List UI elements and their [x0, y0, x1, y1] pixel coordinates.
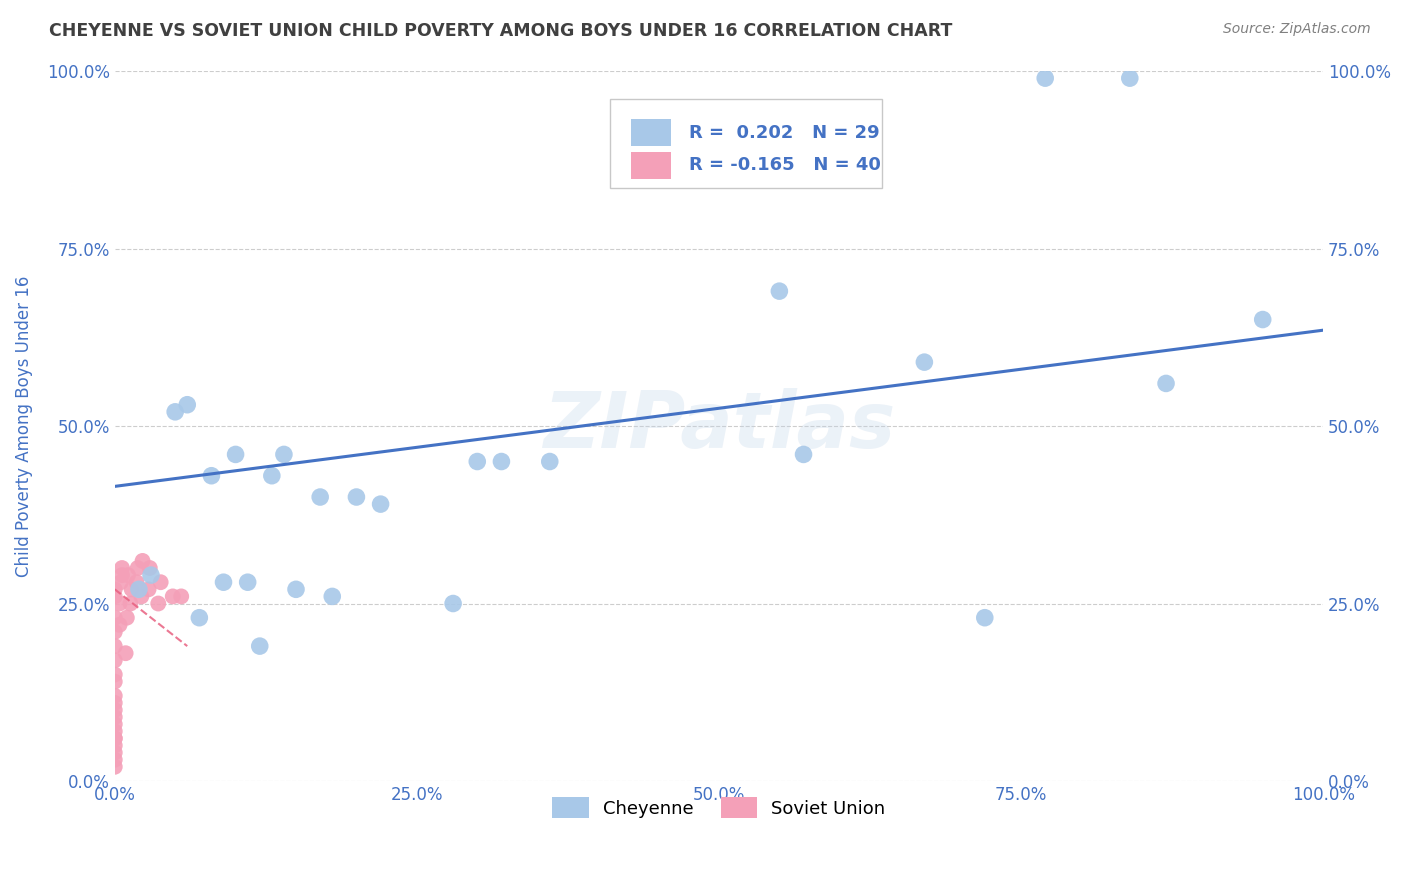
Point [200, 468, 222, 483]
Point [285, 582, 308, 597]
Point [120, 597, 142, 611]
Point [225, 447, 247, 461]
Point [104, 653, 127, 667]
Point [260, 468, 283, 483]
Point [346, 490, 368, 504]
Point [321, 590, 343, 604]
Point [138, 582, 160, 597]
Point [148, 597, 170, 611]
Point [491, 454, 513, 468]
Point [236, 575, 259, 590]
Point [104, 731, 127, 746]
Point [165, 405, 187, 419]
Point [104, 696, 127, 710]
Point [249, 639, 271, 653]
Point [170, 590, 193, 604]
Point [273, 447, 295, 461]
Text: CHEYENNE VS SOVIET UNION CHILD POVERTY AMONG BOYS UNDER 16 CORRELATION CHART: CHEYENNE VS SOVIET UNION CHILD POVERTY A… [49, 22, 953, 40]
Point [912, 355, 935, 369]
Point [127, 561, 149, 575]
Point [1154, 376, 1177, 391]
Bar [631, 152, 671, 179]
Point [538, 454, 561, 468]
Point [108, 597, 131, 611]
Point [128, 582, 150, 597]
Bar [631, 120, 671, 146]
Point [370, 497, 392, 511]
Point [121, 582, 143, 597]
Point [104, 610, 127, 624]
Point [104, 724, 127, 739]
Point [1119, 71, 1142, 86]
Point [111, 561, 134, 575]
Point [104, 739, 127, 753]
Point [104, 746, 127, 760]
Point [768, 284, 790, 298]
Point [1251, 312, 1274, 326]
Point [465, 454, 488, 468]
Point [131, 554, 153, 568]
Point [114, 646, 136, 660]
Point [104, 717, 127, 731]
Point [104, 590, 127, 604]
Point [110, 575, 132, 590]
Point [111, 568, 134, 582]
Text: R = -0.165   N = 40: R = -0.165 N = 40 [689, 156, 880, 175]
Point [104, 667, 127, 681]
Text: ZIPatlas: ZIPatlas [543, 388, 896, 464]
FancyBboxPatch shape [610, 99, 882, 188]
Point [104, 760, 127, 774]
Point [309, 490, 332, 504]
Point [188, 610, 211, 624]
Point [441, 597, 464, 611]
Text: R =  0.202   N = 29: R = 0.202 N = 29 [689, 124, 879, 142]
Point [139, 568, 162, 582]
Point [176, 398, 198, 412]
Point [131, 590, 153, 604]
Point [1033, 71, 1056, 86]
Point [104, 753, 127, 767]
Text: Source: ZipAtlas.com: Source: ZipAtlas.com [1223, 22, 1371, 37]
Point [108, 617, 131, 632]
Point [125, 575, 148, 590]
Point [104, 731, 127, 746]
Y-axis label: Child Poverty Among Boys Under 16: Child Poverty Among Boys Under 16 [15, 276, 32, 577]
Point [162, 590, 184, 604]
Point [212, 575, 235, 590]
Point [117, 568, 139, 582]
Point [139, 561, 162, 575]
Point [149, 575, 172, 590]
Point [104, 582, 127, 597]
Point [115, 610, 138, 624]
Point [104, 689, 127, 703]
Point [973, 610, 995, 624]
Point [793, 447, 815, 461]
Point [104, 674, 127, 689]
Point [104, 624, 127, 639]
Point [104, 710, 127, 724]
Point [104, 703, 127, 717]
Legend: Cheyenne, Soviet Union: Cheyenne, Soviet Union [546, 790, 893, 825]
Point [104, 639, 127, 653]
